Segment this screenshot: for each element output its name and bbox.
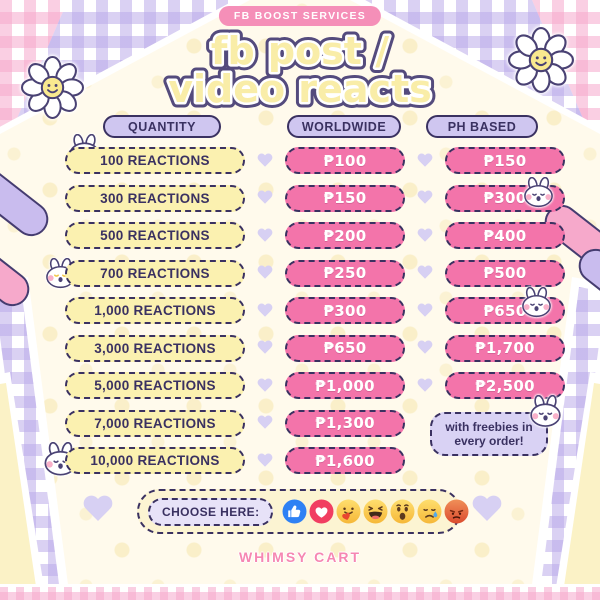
table-row: 300 REACTIONS ₱150 ₱300	[65, 184, 565, 212]
heart-icon	[257, 416, 273, 430]
svg-text:fb post /: fb post /	[211, 29, 389, 73]
heart-icon	[417, 153, 433, 167]
table-row: 3,000 REACTIONS ₱650 ₱1,700	[65, 334, 565, 362]
bunny-sticker-icon	[524, 177, 553, 208]
bunny-sticker-icon	[530, 395, 561, 427]
heart-icon	[417, 341, 433, 355]
heart-icon	[257, 191, 273, 205]
brand-name: WHIMSY CART	[238, 549, 362, 565]
svg-text:fb post /: fb post /	[211, 29, 389, 73]
reaction-haha-icon	[364, 499, 388, 524]
freebies-note: with freebies in every order!	[430, 412, 548, 456]
svg-text:fb post /: fb post /	[211, 29, 389, 73]
heart-icon	[417, 266, 433, 280]
bottom-gingham-band	[0, 584, 600, 600]
heart-icon	[257, 378, 273, 392]
table-row: 7,000 REACTIONS ₱1,300	[65, 409, 565, 437]
quantity-pill: 300 REACTIONS	[65, 184, 245, 212]
worldwide-price-pill: ₱300	[285, 297, 405, 324]
reaction-love-icon	[310, 499, 334, 524]
quantity-pill: 1,000 REACTIONS	[65, 297, 245, 324]
table-row: 100 REACTIONS ₱100 ₱150	[65, 147, 565, 174]
daisy-icon	[21, 56, 84, 119]
heart-icon	[257, 341, 273, 355]
worldwide-price-pill: ₱1,000	[285, 372, 405, 399]
worldwide-price-pill: ₱200	[285, 222, 405, 249]
choose-here-bar: CHOOSE HERE:	[137, 489, 469, 534]
heart-icon	[88, 501, 108, 524]
svg-text:video reacts: video reacts	[168, 67, 432, 111]
reaction-sad-icon	[418, 499, 442, 524]
quantity-pill: 10,000 REACTIONS	[65, 447, 245, 474]
ph-price-pill: ₱150	[445, 147, 565, 174]
worldwide-price-pill: ₱100	[285, 147, 405, 174]
reaction-like-icon	[283, 499, 307, 524]
ph-price-pill: ₱2,500	[445, 372, 565, 399]
heart-icon	[477, 501, 497, 524]
worldwide-price-pill: ₱1,300	[285, 409, 405, 437]
quantity-pill: 3,000 REACTIONS	[65, 334, 245, 362]
ph-price-pill: ₱400	[445, 222, 565, 249]
choose-here-label: CHOOSE HERE:	[148, 497, 274, 526]
heart-icon	[257, 266, 273, 280]
column-header-quantity: QUANTITY	[103, 115, 221, 138]
quantity-pill: 500 REACTIONS	[65, 222, 245, 249]
svg-text:video reacts: video reacts	[168, 67, 432, 111]
ph-price-pill: ₱500	[445, 259, 565, 287]
service-badge: FB BOOST SERVICES	[218, 6, 382, 26]
reaction-icons	[282, 499, 469, 524]
heart-icon	[257, 153, 273, 167]
column-header-worldwide: WORLDWIDE	[287, 115, 401, 138]
column-header-ph-based: PH BASED	[426, 115, 538, 138]
heart-icon	[417, 191, 433, 205]
worldwide-price-pill: ₱1,600	[285, 447, 405, 474]
heart-icon	[417, 378, 433, 392]
svg-text:video reacts: video reacts	[168, 67, 432, 111]
quantity-pill: 100 REACTIONS	[65, 147, 245, 174]
worldwide-price-pill: ₱250	[285, 259, 405, 287]
heart-icon	[257, 228, 273, 242]
heart-icon	[257, 303, 273, 317]
table-row: 700 REACTIONS ₱250 ₱500	[65, 259, 565, 287]
reaction-wow-icon	[391, 499, 415, 524]
quantity-pill: 7,000 REACTIONS	[65, 409, 245, 437]
quantity-pill: 700 REACTIONS	[65, 259, 245, 287]
table-row: 1,000 REACTIONS ₱300 ₱650	[65, 297, 565, 324]
table-row: 5,000 REACTIONS ₱1,000 ₱2,500	[65, 372, 565, 399]
ph-price-pill: ₱1,700	[445, 334, 565, 362]
heart-icon	[417, 303, 433, 317]
quantity-pill: 5,000 REACTIONS	[65, 372, 245, 399]
heart-icon	[257, 453, 273, 467]
reaction-care-icon	[337, 499, 361, 524]
bunny-sticker-icon	[522, 287, 551, 318]
heart-icon	[417, 228, 433, 242]
worldwide-price-pill: ₱650	[285, 334, 405, 362]
price-table: 100 REACTIONS ₱100 ₱150 300 REACTIONS ₱1…	[65, 147, 565, 485]
table-row: 10,000 REACTIONS ₱1,600	[65, 447, 565, 474]
page-title: fb post / fb post / fb post / video reac…	[163, 24, 438, 114]
daisy-icon	[508, 27, 574, 93]
table-row: 500 REACTIONS ₱200 ₱400	[65, 222, 565, 249]
reaction-angry-icon	[445, 499, 469, 524]
worldwide-price-pill: ₱150	[285, 184, 405, 212]
